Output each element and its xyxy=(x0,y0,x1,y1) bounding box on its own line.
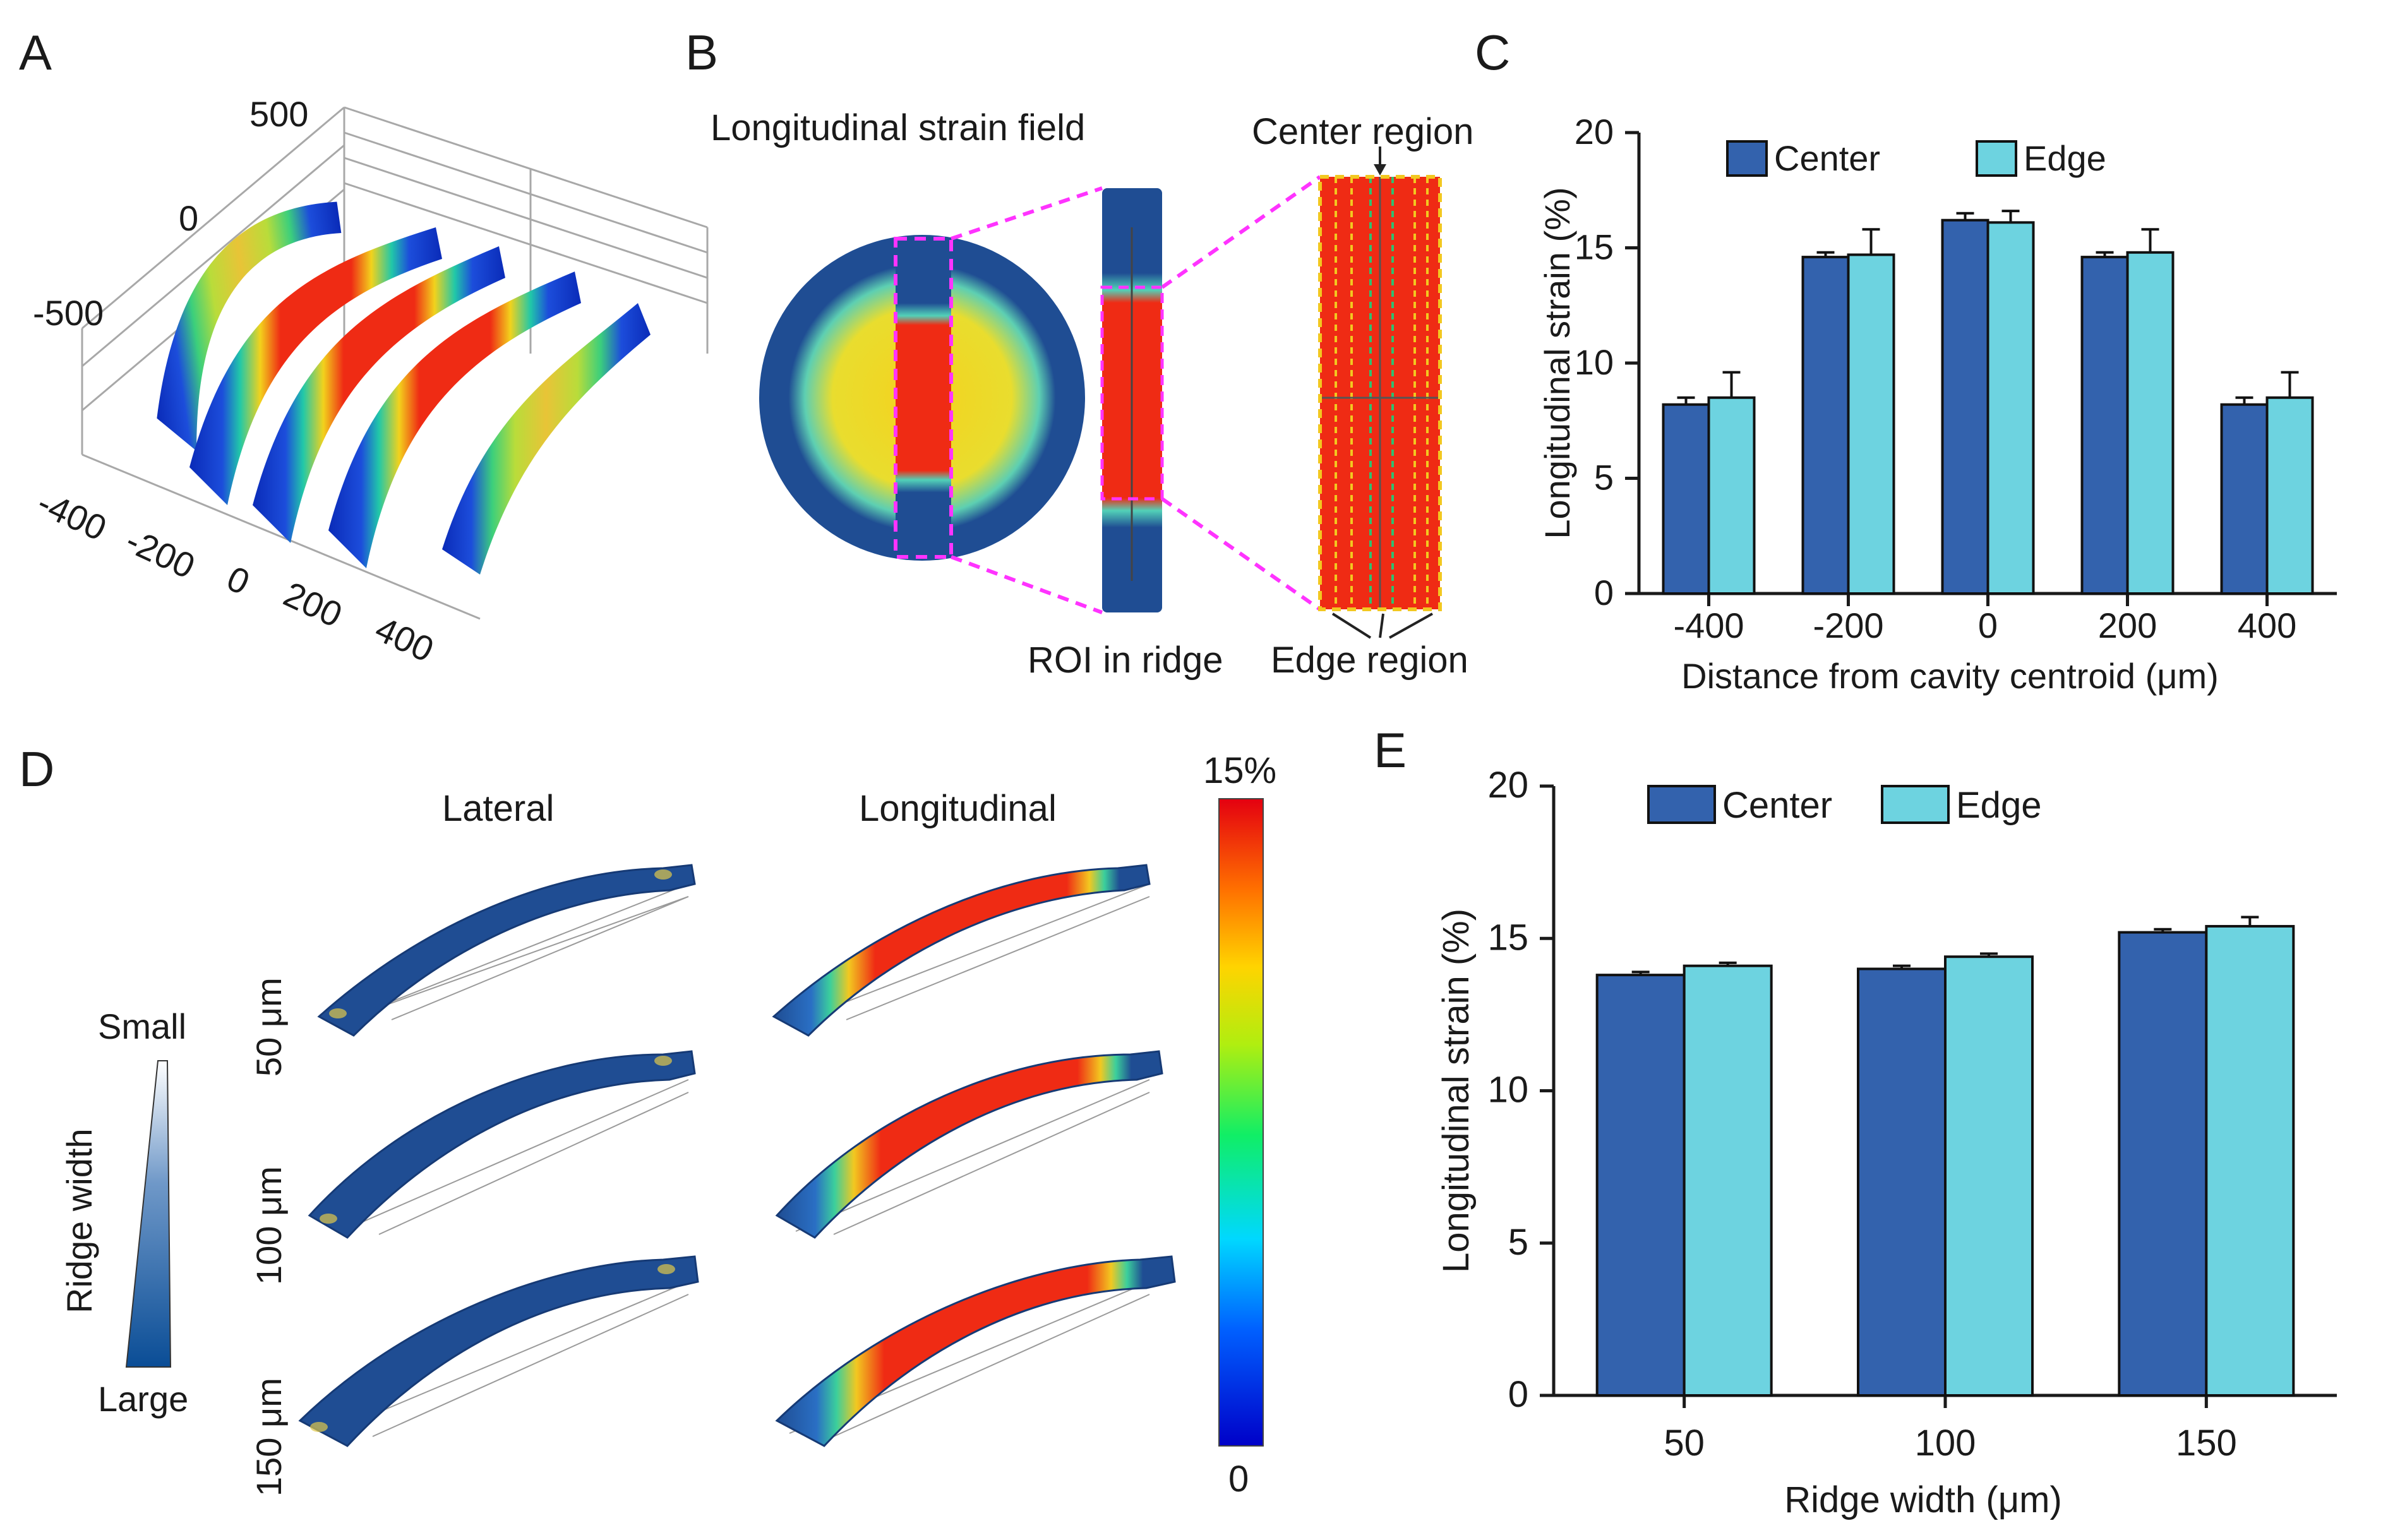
y-tick-label: 20 xyxy=(1575,112,1614,152)
bar-center xyxy=(1595,974,1686,1397)
col-longitudinal-label: Longitudinal xyxy=(859,788,1057,829)
x-tick-label: 150 xyxy=(2176,1423,2237,1464)
row-label-50: 50 μm xyxy=(249,977,289,1077)
x-tick: -200 xyxy=(120,520,201,586)
x-tick-label: 200 xyxy=(2098,606,2157,645)
panel-a: A 500 0 -500 -400 xyxy=(19,25,709,670)
x-axis-label: Distance from cavity centroid (μm) xyxy=(1681,656,2219,696)
y-tick-label: 20 xyxy=(1487,765,1528,806)
legend-swatch-edge xyxy=(1881,785,1950,824)
x-tick: 0 xyxy=(221,558,256,602)
z-tick: -500 xyxy=(33,293,104,333)
bar-edge xyxy=(1707,396,1756,595)
panel-c: C 0 5 10 15 20 -400 -200 0 200 400 Center Edge Dista… xyxy=(1475,25,2337,696)
panel-a-ridges xyxy=(157,201,651,575)
panel-a-label: A xyxy=(19,25,52,80)
x-tick-label: -400 xyxy=(1673,606,1744,645)
panel-d: D Lateral Longitudinal Small Large Ridge… xyxy=(19,741,1276,1500)
legend-label-edge: Edge xyxy=(2024,138,2106,178)
chart-e: 0 5 10 15 20 50 100 150 Center Edge Ridge width (μ… xyxy=(1436,765,2337,1520)
roi-label: ROI in ridge xyxy=(1028,640,1223,681)
panel-e-label: E xyxy=(1374,722,1407,778)
x-axis-label: Ridge width (μm) xyxy=(1784,1479,2062,1520)
y-tick-label: 0 xyxy=(1594,573,1614,612)
panel-a-3d-grid xyxy=(81,106,709,620)
strain-field-disk xyxy=(759,235,1085,561)
bar-center xyxy=(1857,967,1947,1397)
x-tick-label: 50 xyxy=(1664,1423,1705,1464)
y-axis-label: Longitudinal strain (%) xyxy=(1436,909,1477,1273)
bar-center xyxy=(1662,403,1710,595)
row-label-100: 100 μm xyxy=(249,1166,289,1285)
x-tick: -400 xyxy=(32,482,112,548)
edge-region-label: Edge region xyxy=(1271,640,1468,681)
y-tick-label: 5 xyxy=(1594,458,1614,498)
x-tick: 400 xyxy=(369,609,440,670)
bar-edge xyxy=(2126,251,2175,595)
lateral-arches xyxy=(298,864,699,1447)
y-tick-label: 10 xyxy=(1487,1070,1528,1111)
y-axis-label: Longitudinal strain (%) xyxy=(1537,187,1577,539)
y-tick-label: 15 xyxy=(1575,227,1614,267)
row-label-150: 150 μm xyxy=(249,1378,289,1496)
longitudinal-arches xyxy=(772,864,1176,1447)
ridge-width-legend: Small Large Ridge width xyxy=(59,1006,188,1419)
colorbar-min-label: 0 xyxy=(1228,1459,1249,1500)
large-label: Large xyxy=(98,1379,188,1419)
z-tick: 0 xyxy=(179,198,198,238)
bar-center xyxy=(2220,403,2269,595)
small-label: Small xyxy=(98,1006,186,1046)
x-tick-label: 0 xyxy=(1978,606,1998,645)
y-tick-label: 10 xyxy=(1575,342,1614,382)
panel-b-label: B xyxy=(685,25,718,80)
roi-zoom-lines xyxy=(950,175,1321,614)
bar-center xyxy=(2080,256,2129,595)
legend-swatch-center xyxy=(1647,785,1716,824)
x-tick-label: 100 xyxy=(1915,1423,1976,1464)
y-tick-label: 0 xyxy=(1508,1374,1528,1415)
bar-edge xyxy=(1683,964,1773,1397)
legend-swatch-edge xyxy=(1976,140,2017,177)
z-tick: 500 xyxy=(249,94,308,134)
y-tick-label: 15 xyxy=(1487,917,1528,958)
ridge-width-label: Ridge width xyxy=(59,1128,99,1313)
panel-e: E 0 5 10 15 20 50 100 150 Center Edge Ridge width … xyxy=(1374,722,2337,1520)
col-lateral-label: Lateral xyxy=(442,788,554,829)
panel-a-z-ticks: 500 0 -500 xyxy=(33,94,308,333)
colorbar-max-label: 15% xyxy=(1203,750,1276,791)
bar-edge xyxy=(1944,955,2034,1397)
strain-field-title: Longitudinal strain field xyxy=(711,107,1085,148)
row-labels: 50 μm 100 μm 150 μm xyxy=(249,977,289,1496)
x-tick-label: 400 xyxy=(2238,606,2296,645)
y-tick-label: 5 xyxy=(1508,1222,1528,1263)
strain-colorbar: 15% 0 xyxy=(1203,750,1276,1500)
bar-edge xyxy=(2265,396,2314,595)
bar-edge xyxy=(1847,253,1895,595)
legend-label-edge: Edge xyxy=(1956,785,2041,826)
chart-c: 0 5 10 15 20 -400 -200 0 200 400 Center Edge Distanc… xyxy=(1537,112,2337,696)
roi-zoom-region xyxy=(1318,175,1442,611)
legend-label-center: Center xyxy=(1774,138,1880,178)
legend-label-center: Center xyxy=(1722,785,1832,826)
legend-swatch-center xyxy=(1726,140,1768,177)
bar-center xyxy=(2118,931,2208,1397)
panel-c-label: C xyxy=(1475,25,1510,80)
x-tick: 200 xyxy=(278,574,348,635)
bar-edge xyxy=(2205,924,2295,1397)
bar-edge xyxy=(1986,221,2035,595)
center-region-label: Center region xyxy=(1252,111,1473,152)
roi-ridge-strip xyxy=(1100,188,1164,612)
bar-center xyxy=(1801,256,1850,595)
x-tick-label: -200 xyxy=(1813,606,1883,645)
panel-b: B Longitudinal strain field xyxy=(685,25,1473,681)
bar-center xyxy=(1941,218,1989,595)
panel-d-label: D xyxy=(19,741,54,797)
